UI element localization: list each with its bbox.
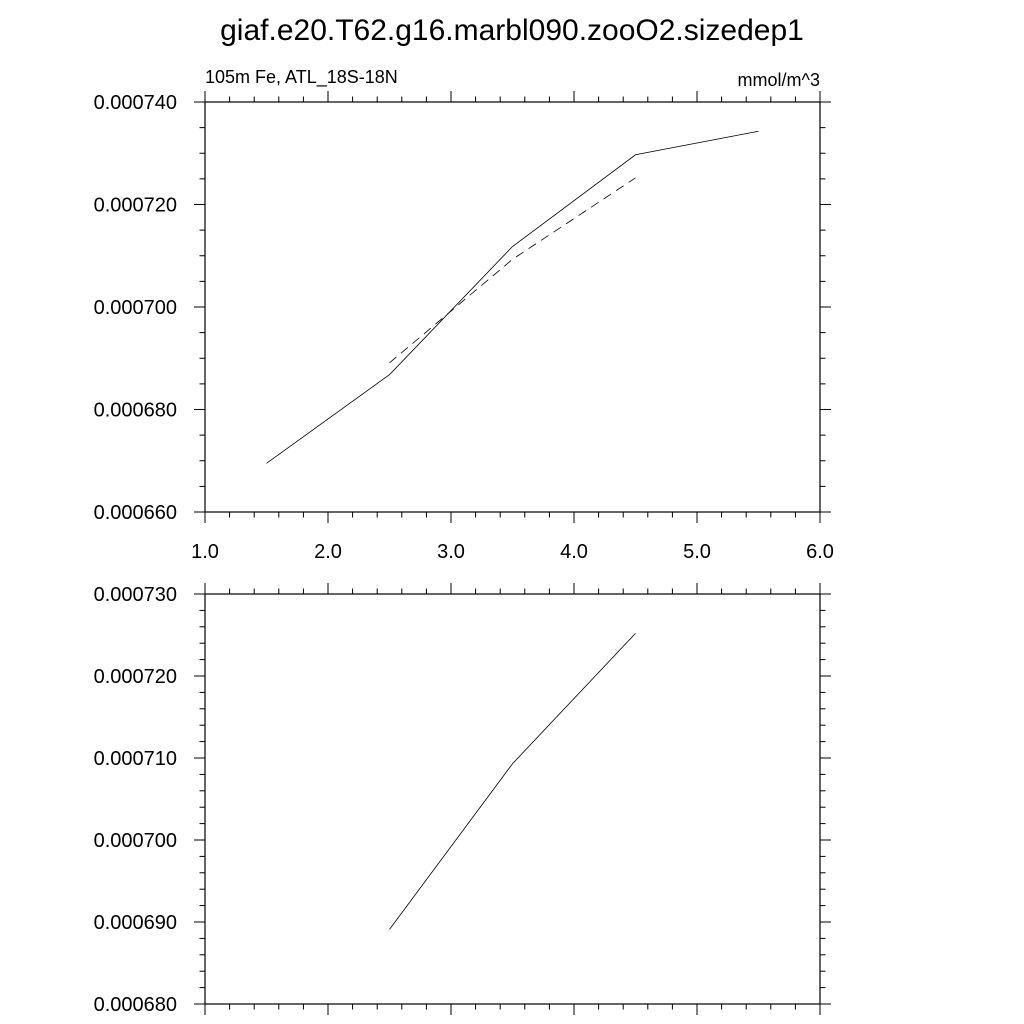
x-tick-label: 1.0 — [191, 541, 219, 563]
x-tick-label: 6.0 — [806, 541, 834, 563]
plot-units-label: mmol/m^3 — [738, 70, 820, 90]
series-line-solid — [389, 633, 636, 930]
y-tick-label: 0.000730 — [94, 584, 177, 606]
y-tick-label: 0.000690 — [94, 912, 177, 934]
y-tick-label: 0.000660 — [94, 502, 177, 524]
y-tick-label: 0.000680 — [94, 400, 177, 422]
y-tick-label: 0.000740 — [94, 92, 177, 114]
x-tick-label: 3.0 — [437, 541, 465, 563]
y-tick-label: 0.000680 — [94, 994, 177, 1016]
plot-left-label: 105m Fe, ATL_18S-18N — [205, 67, 398, 88]
y-tick-label: 0.000700 — [94, 830, 177, 852]
y-tick-label: 0.000720 — [94, 666, 177, 688]
series-line-dashed — [389, 177, 636, 364]
series-line-solid — [266, 130, 759, 464]
top-plot: 1.0 2.0 3.0 4.0 5.0 6.0 0.000660 0.000680 0.0007… — [94, 67, 834, 563]
x-tick-label: 5.0 — [683, 541, 711, 563]
bottom-plot: 0.000680 0.000690 0.000700 0.000710 0.000720… — [94, 583, 831, 1016]
x-tick-label: 2.0 — [314, 541, 342, 563]
y-tick-label: 0.000700 — [94, 297, 177, 319]
y-tick-label: 0.000710 — [94, 748, 177, 770]
x-tick-label: 4.0 — [560, 541, 588, 563]
y-tick-label: 0.000720 — [94, 195, 177, 217]
figure-title: giaf.e20.T62.g16.marbl090.zooO2.sizedep1 — [220, 14, 804, 47]
plot-frame — [204, 593, 821, 1005]
plot-frame — [204, 101, 821, 513]
